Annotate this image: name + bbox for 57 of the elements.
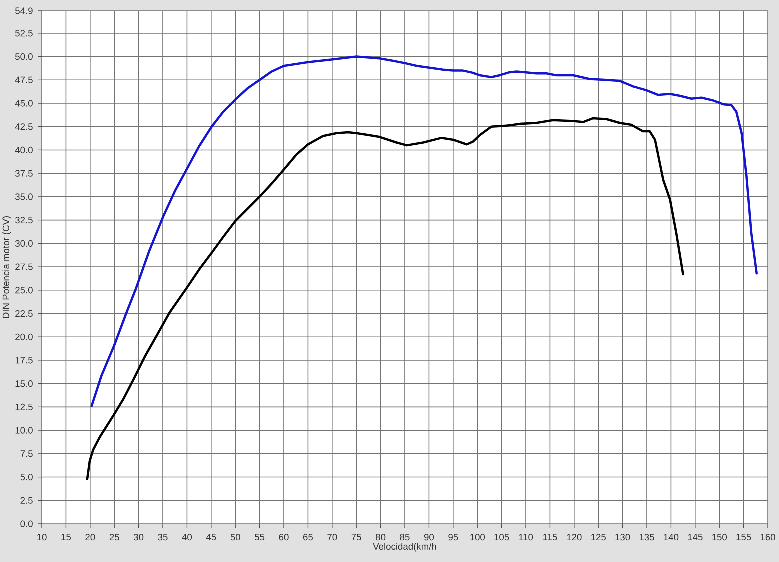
x-tick-label: 110 (519, 534, 534, 541)
x-tick-label: 75 (352, 534, 362, 541)
line-series (86, 117, 684, 480)
y-tick-label: 22.5 (16, 310, 33, 318)
x-tick-label: 60 (279, 534, 289, 541)
x-tick-label: 70 (328, 534, 338, 541)
y-tick-label: 42.5 (15, 124, 33, 130)
y-tick-label: 54.9 (16, 8, 33, 14)
x-tick-label: 105 (494, 534, 510, 541)
y-tick-label: 47.5 (15, 76, 33, 84)
x-tick-label: 80 (376, 534, 386, 541)
y-tick-label: 50.0 (16, 53, 33, 60)
y-tick-label: 15.0 (16, 380, 33, 388)
y-tick-label: 12.5 (16, 404, 33, 410)
y-axis-title: DIN Potencia motor (CV) (2, 216, 12, 318)
y-tick-label: 25.0 (16, 287, 33, 294)
x-tick-label: 40 (182, 534, 192, 541)
x-tick-label: 90 (424, 534, 434, 541)
x-tick-label: 85 (400, 534, 410, 541)
x-tick-label: 120 (567, 534, 582, 541)
y-tick-label: 2.5 (20, 497, 33, 504)
x-tick-label: 45 (206, 534, 216, 541)
x-tick-label: 135 (640, 534, 654, 541)
y-tick-label: 52.5 (16, 30, 33, 37)
y-tick-label: 7.5 (20, 450, 33, 458)
y-tick-label: 45.0 (15, 100, 33, 107)
x-tick-label: 140 (664, 534, 679, 541)
x-tick-label: 10 (38, 534, 47, 541)
x-tick-label: 150 (712, 534, 728, 541)
x-tick-label: 155 (736, 534, 752, 541)
y-tick-label: 0.0 (20, 520, 33, 528)
y-tick-label: 10.0 (16, 427, 33, 434)
x-tick-label: 20 (86, 534, 96, 541)
x-tick-label: 125 (592, 534, 606, 541)
y-tick-label: 37.5 (15, 170, 33, 177)
x-tick-label: 35 (158, 534, 168, 541)
x-tick-label: 65 (303, 534, 313, 541)
x-tick-label: 30 (134, 534, 144, 541)
y-tick-label: 35.0 (15, 194, 33, 200)
x-tick-label: 25 (110, 534, 120, 541)
y-tick-label: 27.5 (16, 264, 33, 270)
y-tick-label: 40.0 (15, 146, 33, 154)
x-tick-label: 145 (688, 534, 703, 541)
x-tick-label: 15 (62, 534, 71, 541)
x-tick-label: 100 (470, 534, 486, 541)
x-tick-label: 160 (760, 534, 776, 541)
y-tick-label: 5.0 (20, 474, 33, 481)
x-tick-label: 55 (254, 534, 265, 541)
x-tick-label: 130 (616, 534, 630, 541)
x-tick-label: 50 (230, 534, 240, 541)
y-tick-label: 30.0 (15, 240, 33, 247)
x-axis-title: Velocidad(km/h (373, 543, 436, 552)
y-tick-label: 17.5 (16, 357, 33, 364)
y-tick-label: 20.0 (16, 334, 33, 340)
y-tick-label: 32.5 (15, 217, 33, 224)
x-tick-label: 115 (543, 534, 558, 541)
x-tick-label: 95 (448, 534, 458, 541)
